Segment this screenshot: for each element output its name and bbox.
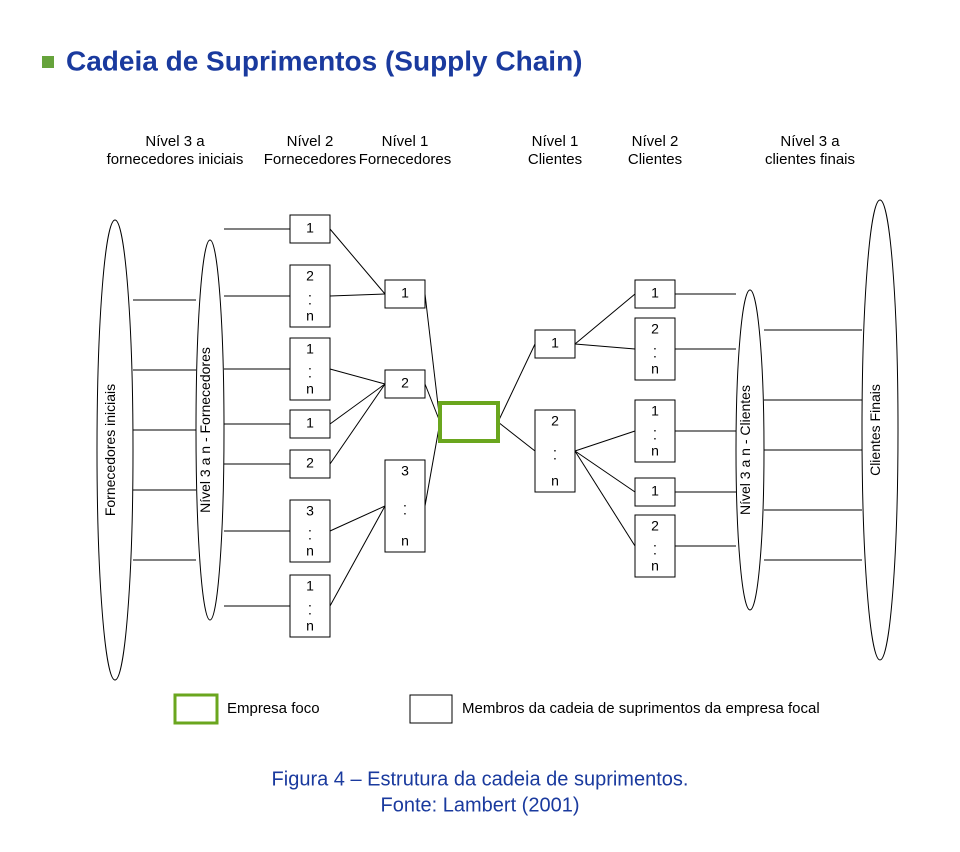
svg-text:n: n (651, 361, 659, 377)
svg-text:Nível 3 a: Nível 3 a (780, 133, 840, 150)
svg-text:2: 2 (651, 518, 659, 534)
svg-text:n: n (306, 308, 314, 324)
svg-text:Cadeia de Suprimentos (Supply: Cadeia de Suprimentos (Supply Chain) (66, 45, 583, 76)
svg-text:Nível 3 a n - Clientes: Nível 3 a n - Clientes (737, 385, 753, 515)
svg-text:Nível 3 a: Nível 3 a (145, 133, 205, 150)
svg-text:n: n (651, 558, 659, 574)
svg-text:Fonte: Lambert (2001): Fonte: Lambert (2001) (381, 794, 580, 816)
svg-text:.: . (308, 602, 312, 618)
svg-text:2: 2 (306, 268, 314, 284)
svg-text:n: n (551, 473, 559, 489)
svg-text:Empresa foco: Empresa foco (227, 700, 320, 717)
svg-text:Nível 2: Nível 2 (287, 133, 334, 150)
svg-text:.: . (403, 502, 407, 518)
svg-text:n: n (306, 381, 314, 397)
svg-text:Membros da cadeia de supriment: Membros da cadeia de suprimentos da empr… (462, 700, 820, 717)
svg-text:Figura 4 – Estrutura da cadeia: Figura 4 – Estrutura da cadeia de suprim… (272, 768, 689, 790)
svg-text:3: 3 (306, 503, 314, 519)
svg-text:1: 1 (306, 220, 314, 236)
svg-text:1: 1 (306, 341, 314, 357)
svg-text:1: 1 (651, 483, 659, 499)
svg-text:1: 1 (401, 285, 409, 301)
svg-text:Clientes: Clientes (528, 151, 582, 168)
svg-text:Clientes: Clientes (628, 151, 682, 168)
svg-text:Nível 3 a n - Fornecedores: Nível 3 a n - Fornecedores (197, 347, 213, 513)
svg-text:n: n (651, 443, 659, 459)
svg-text:.: . (553, 447, 557, 463)
svg-text:1: 1 (551, 335, 559, 351)
svg-text:3: 3 (401, 463, 409, 479)
svg-text:n: n (306, 543, 314, 559)
svg-text:Fornecedores: Fornecedores (359, 151, 452, 168)
svg-text:2: 2 (551, 413, 559, 429)
diagram-canvas: Cadeia de Suprimentos (Supply Chain) Níve… (0, 0, 960, 852)
svg-text:Nível 2: Nível 2 (632, 133, 679, 150)
svg-text:n: n (401, 533, 409, 549)
svg-text:fornecedores iniciais: fornecedores iniciais (107, 151, 244, 168)
svg-text:1: 1 (306, 415, 314, 431)
svg-text:Fornecedores iniciais: Fornecedores iniciais (102, 384, 118, 516)
svg-text:.: . (653, 427, 657, 443)
svg-text:Clientes Finais: Clientes Finais (867, 384, 883, 476)
svg-text:.: . (308, 292, 312, 308)
svg-text:clientes finais: clientes finais (765, 151, 855, 168)
svg-text:n: n (306, 618, 314, 634)
svg-text:Fornecedores: Fornecedores (264, 151, 357, 168)
svg-text:.: . (653, 542, 657, 558)
svg-text:1: 1 (306, 578, 314, 594)
svg-text:1: 1 (651, 285, 659, 301)
svg-text:2: 2 (651, 321, 659, 337)
svg-text:.: . (653, 345, 657, 361)
svg-text:2: 2 (306, 455, 314, 471)
svg-text:1: 1 (651, 403, 659, 419)
svg-text:.: . (308, 365, 312, 381)
svg-text:.: . (308, 527, 312, 543)
svg-text:Nível 1: Nível 1 (382, 133, 429, 150)
svg-text:Nível 1: Nível 1 (532, 133, 579, 150)
svg-text:2: 2 (401, 375, 409, 391)
